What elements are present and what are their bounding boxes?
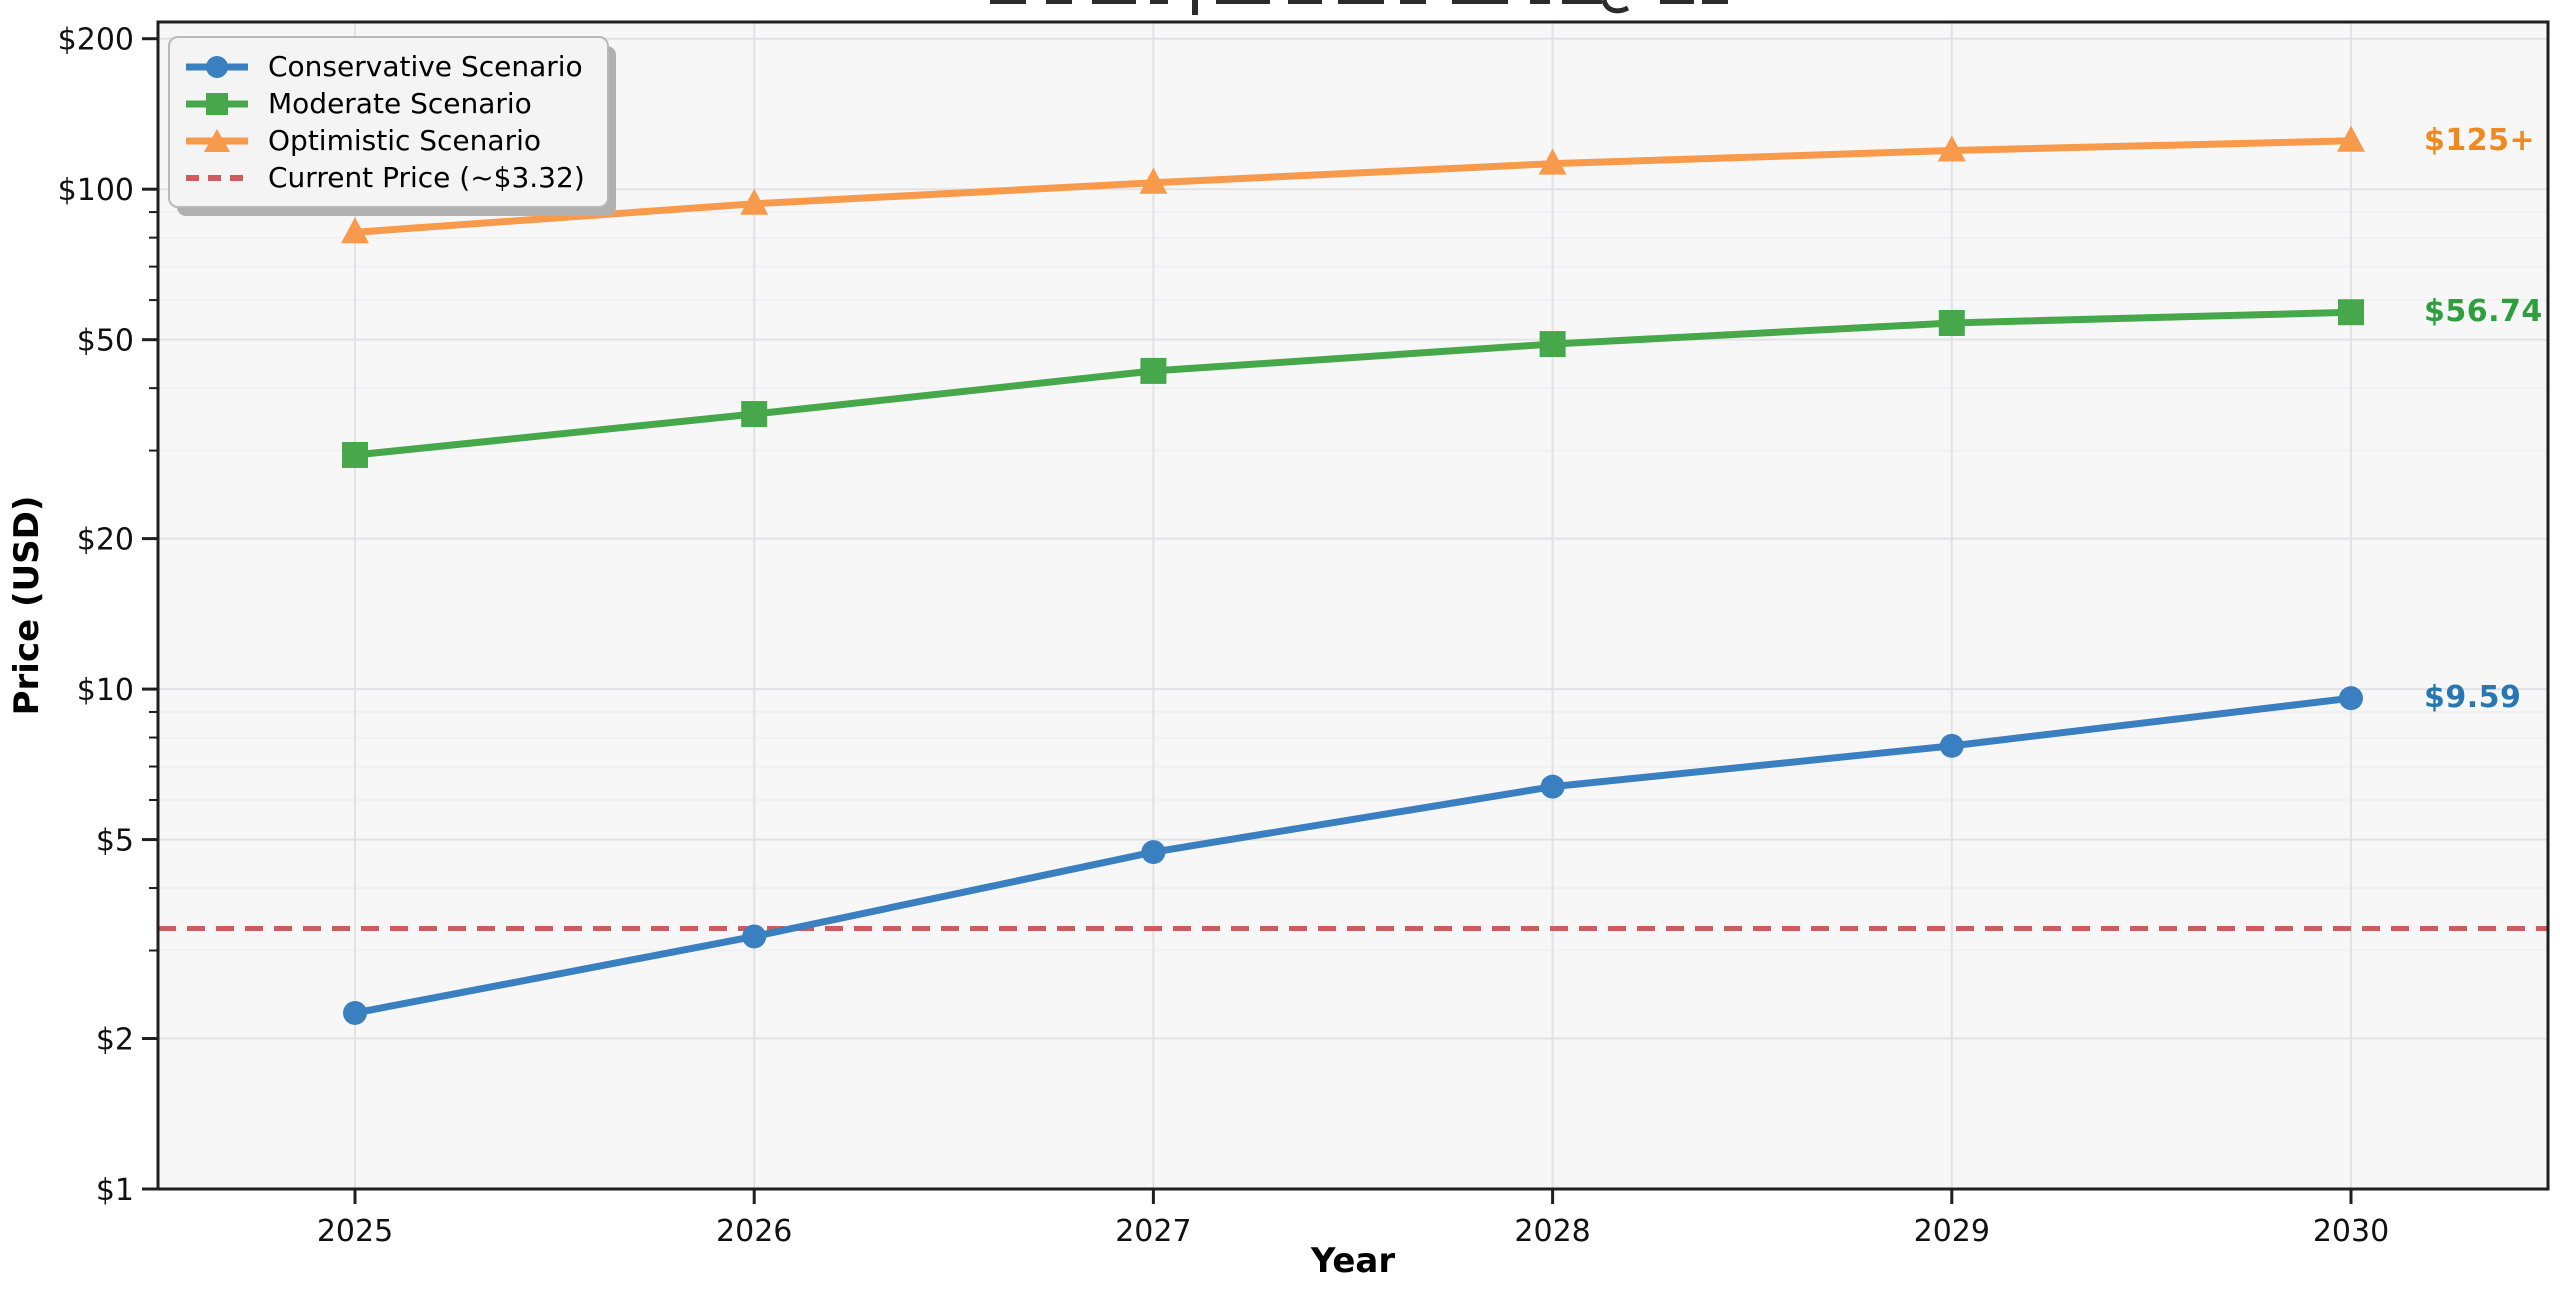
series-line-triangle bbox=[351, 137, 2355, 236]
y-tick-label: $10 bbox=[77, 673, 134, 708]
data-point-triangle bbox=[2337, 125, 2365, 152]
legend-item-moderate: Moderate Scenario bbox=[184, 85, 585, 122]
x-tick-label: 2027 bbox=[1115, 1214, 1191, 1249]
x-tick-label: 2026 bbox=[716, 1214, 792, 1249]
data-point-triangle bbox=[740, 188, 769, 215]
data-point-square bbox=[741, 401, 768, 428]
legend: Conservative Scenario Moderate Scenario … bbox=[168, 36, 609, 208]
series-line-circle bbox=[351, 694, 2355, 1017]
legend-label-optimistic: Optimistic Scenario bbox=[268, 124, 541, 157]
x-tick-label: 2028 bbox=[1514, 1214, 1590, 1249]
data-point-circle bbox=[2339, 686, 2363, 711]
data-point-square bbox=[1938, 309, 1965, 336]
data-point-circle bbox=[343, 1000, 367, 1025]
legend-dashed-line-icon bbox=[186, 174, 248, 181]
data-point-triangle bbox=[1139, 167, 1168, 194]
y-axis-title: Price (USD) bbox=[7, 496, 47, 716]
end-label-optimistic: $125+ bbox=[2424, 122, 2536, 158]
legend-item-current-price: Current Price (~$3.32) bbox=[184, 159, 585, 196]
series-line-square bbox=[351, 308, 2355, 459]
legend-triangle-marker-icon bbox=[186, 128, 248, 152]
plot-frame bbox=[156, 20, 2550, 1191]
legend-item-conservative: Conservative Scenario bbox=[184, 48, 585, 85]
page-title-clipped bbox=[990, 0, 1728, 15]
y-tick-label: $50 bbox=[77, 324, 134, 359]
data-point-triangle bbox=[1538, 148, 1567, 175]
y-tick-label: $2 bbox=[96, 1023, 134, 1058]
data-point-triangle bbox=[341, 217, 369, 244]
y-tick-label: $20 bbox=[77, 523, 134, 558]
data-point-square bbox=[1539, 331, 1566, 358]
legend-square-marker-icon bbox=[186, 92, 248, 115]
legend-item-optimistic: Optimistic Scenario bbox=[184, 122, 585, 159]
legend-label-moderate: Moderate Scenario bbox=[268, 87, 532, 120]
data-point-circle bbox=[1141, 840, 1166, 865]
legend-circle-marker-icon bbox=[186, 55, 248, 78]
x-axis-title: Year bbox=[1310, 1241, 1396, 1281]
end-label-conservative: $9.59 bbox=[2424, 680, 2522, 716]
data-point-circle bbox=[1540, 774, 1565, 799]
x-tick-label: 2025 bbox=[317, 1214, 393, 1249]
data-point-circle bbox=[1939, 733, 1964, 758]
legend-label-current-price: Current Price (~$3.32) bbox=[268, 161, 585, 194]
y-tick-label: $100 bbox=[58, 173, 134, 208]
x-tick-label: 2030 bbox=[2313, 1214, 2389, 1249]
legend-label-conservative: Conservative Scenario bbox=[268, 50, 583, 83]
data-point-circle bbox=[742, 924, 767, 949]
y-tick-label: $1 bbox=[96, 1173, 134, 1208]
y-tick-label: $200 bbox=[58, 23, 134, 58]
data-point-square bbox=[342, 441, 368, 468]
x-tick-label: 2029 bbox=[1914, 1214, 1990, 1249]
end-label-moderate: $56.74 bbox=[2424, 294, 2543, 330]
y-tick-label: $5 bbox=[96, 824, 134, 859]
data-point-square bbox=[1140, 357, 1167, 384]
data-point-square bbox=[2338, 299, 2364, 326]
data-point-triangle bbox=[1937, 135, 1966, 162]
